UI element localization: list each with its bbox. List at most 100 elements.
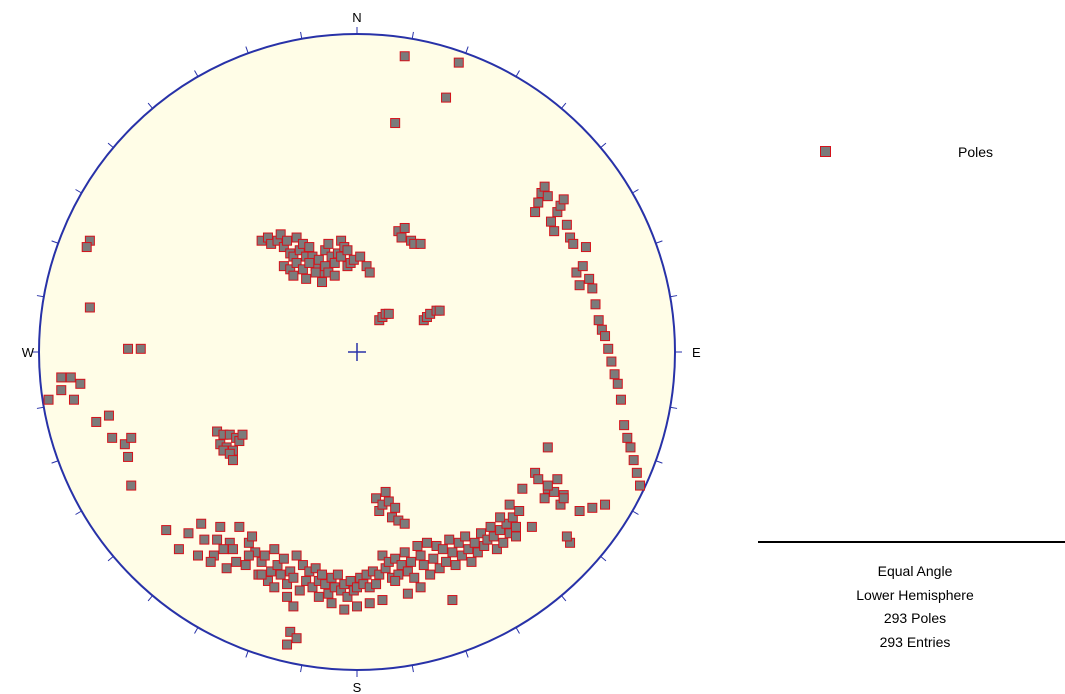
pole-point (600, 331, 611, 342)
pole-point (574, 280, 585, 291)
pole-point (399, 222, 410, 233)
pole-point (460, 531, 471, 542)
tick-mark (632, 510, 639, 515)
pole-point (603, 343, 614, 354)
pole-point (317, 569, 328, 580)
pole-point (135, 343, 146, 354)
pole-point (561, 219, 572, 230)
pole-point (466, 556, 477, 567)
pole-point (625, 442, 636, 453)
pole-point (606, 356, 617, 367)
pole-point (587, 502, 598, 513)
pole-point (304, 242, 315, 253)
pole-point (514, 506, 525, 516)
compass-east: E (692, 345, 701, 360)
pole-point (587, 283, 598, 294)
pole-point (173, 544, 184, 555)
pole-point (282, 639, 293, 650)
pole-point (342, 245, 353, 256)
pole-point (453, 57, 464, 68)
pole-point (107, 432, 118, 443)
pole-point (415, 550, 426, 561)
pole-point (434, 563, 445, 574)
pole-point (577, 261, 588, 272)
pole-point (622, 432, 633, 443)
pole-point (495, 512, 506, 523)
pole-point (549, 226, 560, 237)
pole-point (600, 499, 611, 510)
pole-point (593, 315, 604, 326)
pole-point (183, 528, 194, 539)
pole-point (568, 238, 579, 249)
pole-point (91, 416, 102, 427)
entries-count: 293 Entries (879, 633, 951, 650)
summary-info: Equal Angle Lower Hemisphere 293 Poles 2… (800, 560, 1030, 654)
pole-point (628, 455, 639, 466)
pole-point (269, 582, 280, 593)
legend-label-poles: Poles (958, 144, 994, 160)
pole-point (345, 575, 356, 586)
tick-mark (36, 295, 44, 298)
pole-point (399, 547, 410, 558)
tick-mark (107, 556, 114, 562)
tick-mark (147, 595, 153, 602)
pole-point (390, 575, 401, 586)
tick-mark (300, 665, 303, 673)
pole-point (123, 343, 134, 354)
pole-point (75, 378, 86, 389)
pole-point (406, 556, 417, 567)
pole-point (256, 569, 267, 580)
tick-mark (36, 406, 44, 409)
pole-point (291, 257, 302, 268)
pole-point (511, 521, 521, 532)
pole-point (259, 550, 270, 561)
pole-point (463, 544, 474, 555)
pole-point (390, 553, 401, 564)
tick-mark (107, 142, 114, 148)
pole-point (288, 601, 299, 612)
tick-mark (600, 142, 607, 148)
tick-mark (515, 70, 520, 77)
pole-point (65, 372, 76, 383)
pole-point (507, 512, 518, 523)
tick-mark (465, 650, 469, 658)
hemisphere-label: Lower Hemisphere (856, 586, 974, 603)
pole-point (301, 575, 312, 586)
pole-point (498, 537, 509, 548)
tick-mark (147, 102, 153, 109)
pole-point (323, 588, 334, 599)
pole-point (542, 442, 553, 453)
pole-point (526, 521, 537, 532)
pole-point (313, 254, 324, 265)
pole-point (288, 572, 299, 583)
pole-point (511, 531, 521, 542)
pole-point (364, 598, 375, 609)
compass-north: N (352, 10, 361, 25)
pole-point (123, 451, 134, 462)
pole-point (580, 242, 591, 253)
pole-point (501, 518, 512, 529)
pole-point (43, 394, 54, 405)
pole-point (161, 525, 172, 536)
legend-swatch-poles (820, 146, 831, 157)
pole-point (297, 264, 308, 275)
pole-point (205, 556, 216, 567)
projection-label: Equal Angle (877, 563, 953, 579)
pole-point (380, 486, 391, 497)
pole-point (558, 194, 569, 205)
pole-point (310, 267, 321, 278)
pole-point (444, 534, 455, 545)
pole-point (282, 579, 293, 590)
pole-point (56, 385, 67, 396)
pole-point (285, 626, 296, 637)
poles-count: 293 Poles (883, 610, 947, 626)
pole-point (533, 197, 544, 208)
pole-point (399, 51, 410, 62)
pole-point (619, 420, 630, 431)
legend-divider (758, 541, 1065, 543)
pole-point (472, 547, 483, 558)
pole-point (364, 267, 375, 278)
pole-point (339, 604, 350, 615)
pole-point (126, 432, 137, 443)
pole-point (297, 560, 308, 571)
